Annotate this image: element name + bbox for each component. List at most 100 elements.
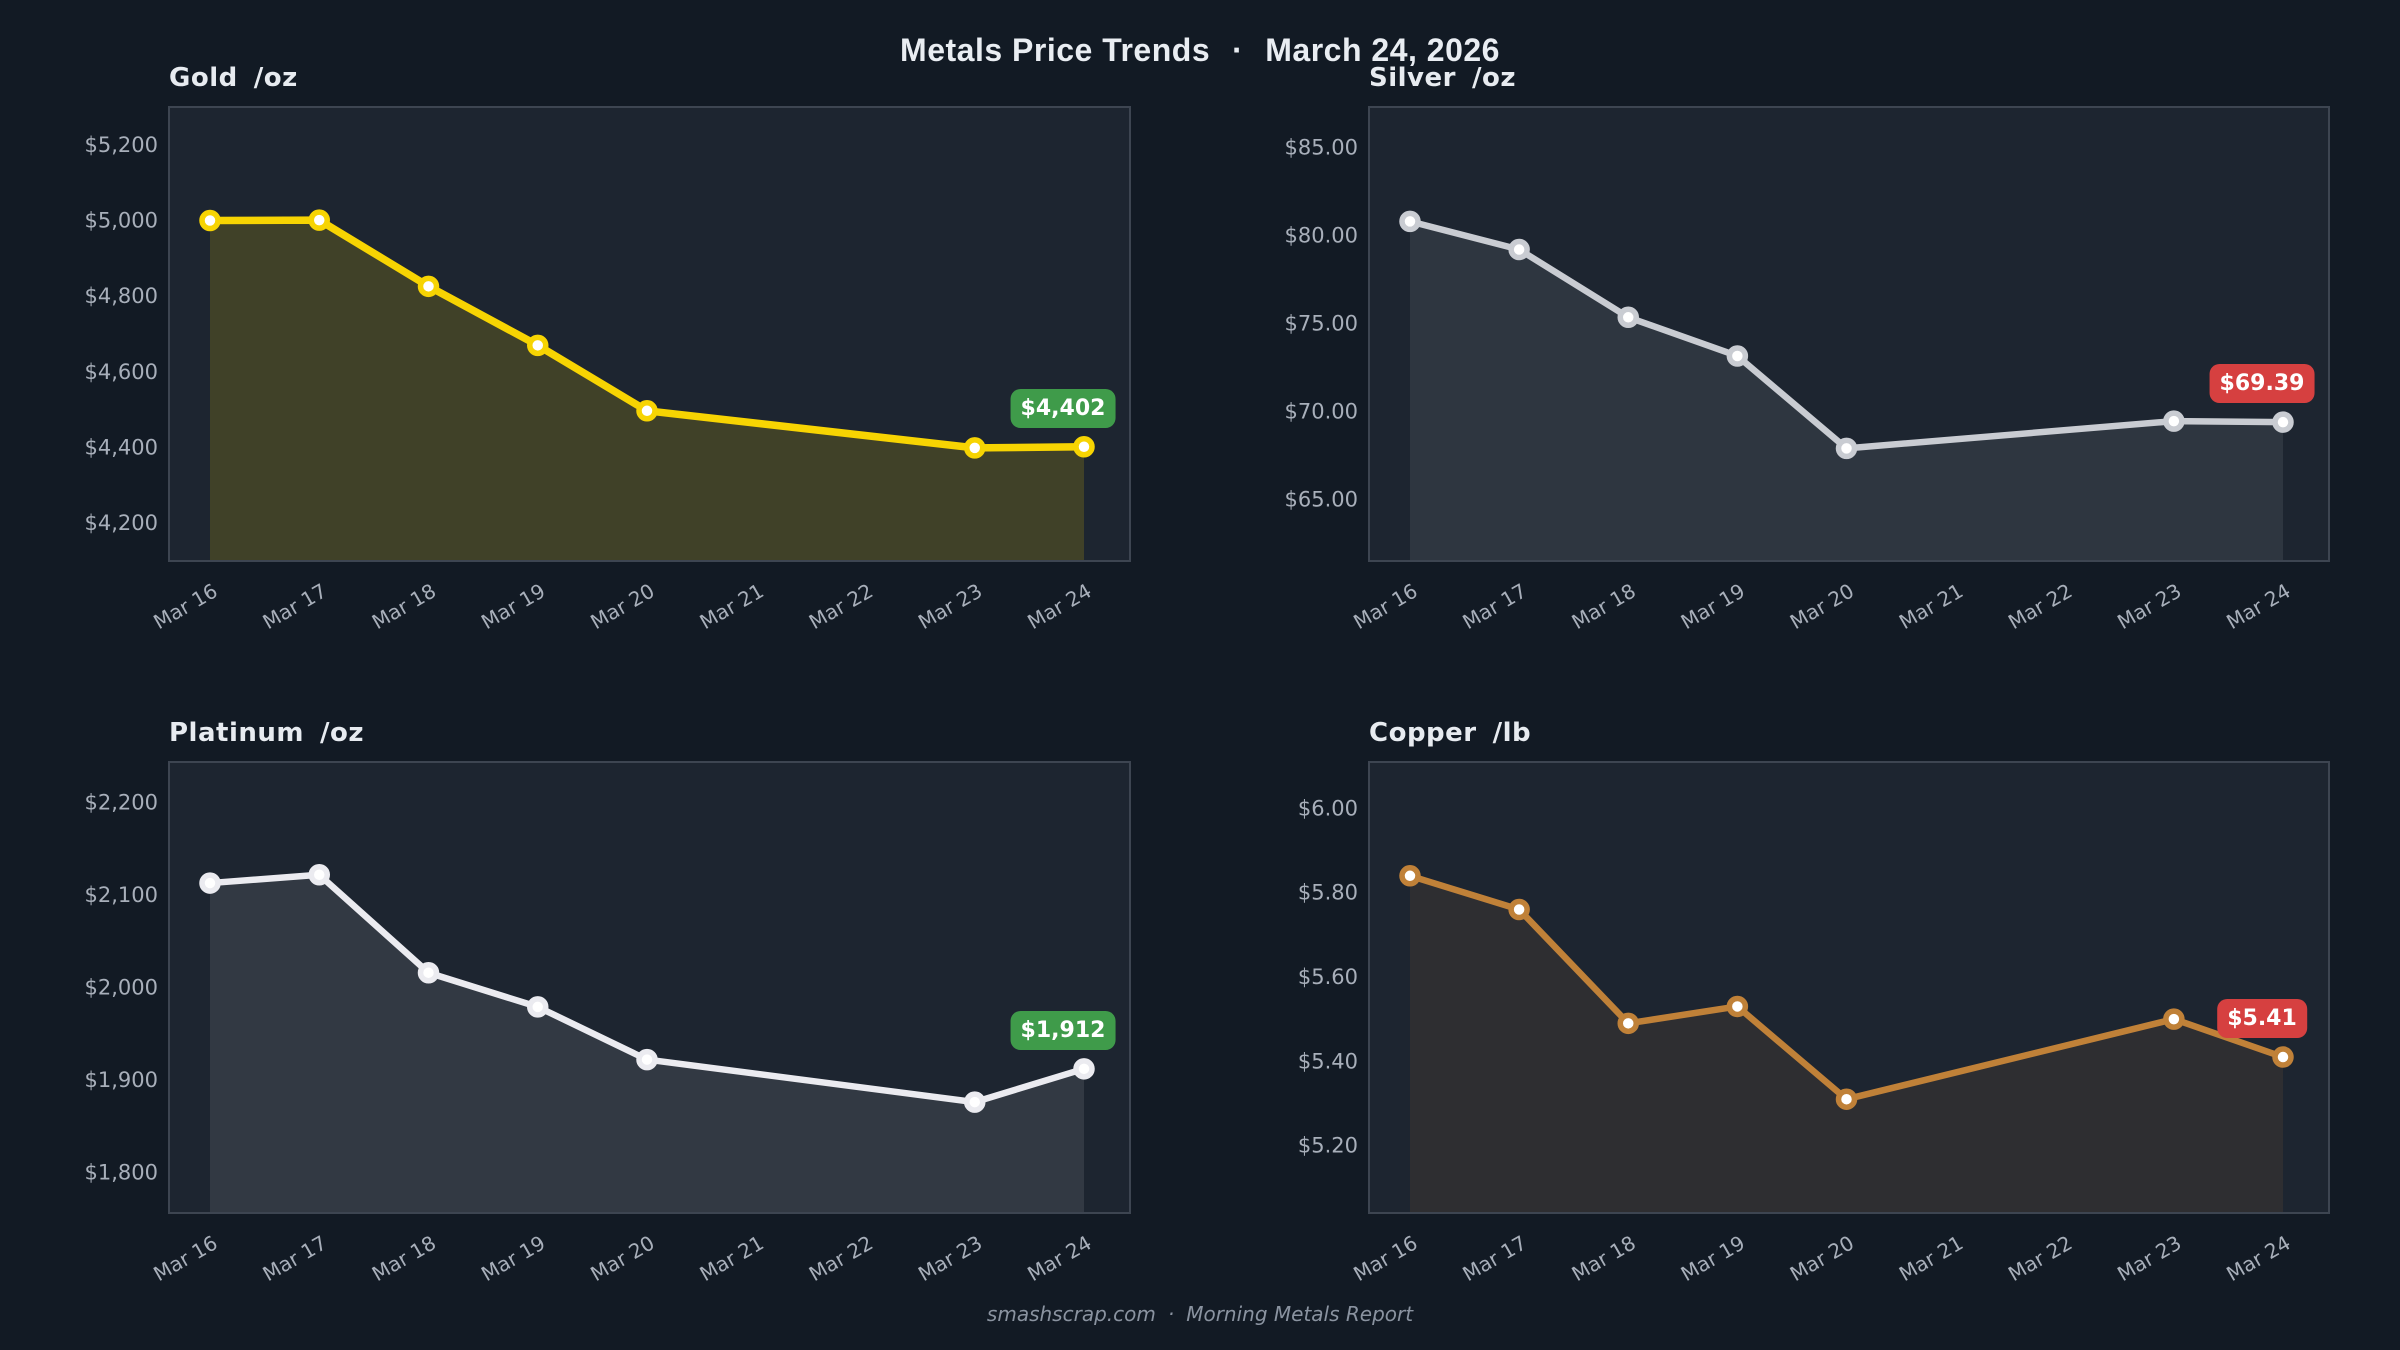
gold-data-point	[527, 334, 549, 357]
silver-x-tick-label: Mar 24	[2222, 579, 2294, 635]
silver-chart-name: Silver	[1369, 63, 1456, 93]
platinum-data-point	[417, 961, 440, 984]
copper-data-point	[2163, 1008, 2185, 1030]
gold-x-tick-label: Mar 24	[1023, 579, 1095, 635]
silver-data-point	[1726, 345, 1749, 367]
gold-x-tick-label: Mar 22	[805, 579, 877, 635]
copper-chart-name: Copper	[1369, 718, 1477, 748]
gold-chart-unit: /oz	[253, 63, 298, 93]
copper-data-point	[1726, 995, 1749, 1018]
copper-area-fill	[1410, 875, 2283, 1212]
silver-chart-title: Silver /oz	[1369, 63, 1516, 93]
silver-data-point	[1508, 238, 1530, 261]
copper-x-tick-label: Mar 23	[2113, 1231, 2185, 1287]
copper-y-tick-label: $5.80	[1298, 881, 1358, 905]
page-footer: smashscrap.com · Morning Metals Report	[0, 1302, 2400, 1326]
copper-x-tick-label: Mar 19	[1677, 1231, 1749, 1287]
platinum-data-point	[527, 996, 549, 1018]
platinum-plot-area	[168, 761, 1131, 1214]
copper-x-tick-label: Mar 17	[1458, 1231, 1530, 1287]
copper-x-tick-label: Mar 22	[2004, 1231, 2076, 1287]
silver-x-tick-label: Mar 20	[1786, 579, 1858, 635]
gold-x-tick-label: Mar 23	[914, 579, 986, 635]
platinum-latest-price-badge: $1,912	[1010, 1010, 1116, 1050]
copper-data-point	[2272, 1046, 2294, 1068]
copper-x-tick-label: Mar 16	[1349, 1231, 1421, 1287]
platinum-chart-unit: /oz	[319, 718, 364, 748]
copper-x-tick-label: Mar 18	[1568, 1231, 1640, 1287]
gold-y-tick-label: $5,000	[85, 209, 158, 233]
silver-x-tick-label: Mar 16	[1349, 579, 1421, 635]
gold-data-point	[199, 209, 221, 232]
platinum-y-tick-label: $2,000	[85, 976, 158, 1000]
platinum-x-tick-label: Mar 16	[149, 1231, 221, 1287]
gold-chart-title: Gold /oz	[169, 63, 298, 93]
silver-data-point	[2272, 411, 2294, 433]
platinum-chart-title: Platinum /oz	[169, 718, 364, 748]
copper-data-point	[1835, 1088, 1858, 1110]
silver-data-point	[1835, 437, 1858, 460]
platinum-y-tick-label: $2,200	[85, 791, 158, 815]
copper-x-tick-label: Mar 21	[1895, 1231, 1967, 1287]
silver-y-tick-label: $80.00	[1285, 223, 1358, 247]
footer-separator-dot: ·	[1167, 1302, 1175, 1326]
platinum-latest-price: $1,912	[1020, 1017, 1106, 1043]
platinum-x-tick-label: Mar 22	[805, 1231, 877, 1287]
silver-chart-unit: /oz	[1471, 63, 1516, 93]
page-title-date: March 24, 2026	[1265, 32, 1500, 68]
platinum-y-tick-label: $1,800	[85, 1160, 158, 1184]
silver-y-tick-label: $75.00	[1285, 311, 1358, 335]
copper-y-tick-label: $5.40	[1298, 1049, 1358, 1073]
copper-plot-area	[1368, 761, 2330, 1214]
title-separator-dot: ·	[1232, 32, 1244, 68]
silver-latest-price-badge: $69.39	[2209, 364, 2315, 404]
platinum-area-fill	[210, 874, 1084, 1212]
gold-y-tick-label: $4,400	[85, 436, 158, 460]
platinum-y-tick-label: $2,100	[85, 883, 158, 907]
gold-chart-name: Gold	[169, 63, 238, 93]
gold-x-tick-label: Mar 20	[586, 579, 658, 635]
gold-x-tick-label: Mar 16	[149, 579, 221, 635]
copper-y-tick-label: $5.60	[1298, 965, 1358, 989]
copper-data-point	[1399, 865, 1421, 887]
platinum-y-tick-label: $1,900	[85, 1068, 158, 1092]
platinum-data-point	[636, 1048, 658, 1071]
copper-x-tick-label: Mar 24	[2222, 1231, 2294, 1287]
platinum-x-tick-label: Mar 21	[696, 1231, 768, 1287]
footer-report-label: Morning Metals Report	[1186, 1302, 1414, 1326]
silver-x-tick-label: Mar 19	[1677, 579, 1749, 635]
copper-chart-unit: /lb	[1492, 718, 1532, 748]
silver-data-point	[2163, 410, 2185, 432]
silver-data-point	[1617, 306, 1639, 329]
silver-plot-area	[1368, 106, 2330, 562]
copper-y-tick-label: $6.00	[1298, 796, 1358, 820]
silver-x-tick-label: Mar 23	[2113, 579, 2185, 635]
gold-latest-price-badge: $4,402	[1010, 388, 1116, 428]
copper-data-point	[1508, 898, 1530, 921]
platinum-x-tick-label: Mar 18	[368, 1231, 440, 1287]
footer-site: smashscrap.com	[986, 1302, 1156, 1326]
gold-x-tick-label: Mar 18	[368, 579, 440, 635]
platinum-data-point	[199, 872, 221, 894]
gold-x-tick-label: Mar 21	[696, 579, 768, 635]
gold-y-tick-label: $5,200	[85, 133, 158, 157]
gold-data-point	[636, 400, 658, 422]
copper-data-point	[1617, 1012, 1639, 1035]
platinum-x-tick-label: Mar 24	[1023, 1231, 1095, 1287]
platinum-x-tick-label: Mar 17	[259, 1231, 331, 1287]
platinum-x-tick-label: Mar 23	[914, 1231, 986, 1287]
copper-latest-price: $5.41	[2227, 1006, 2297, 1032]
silver-y-tick-label: $65.00	[1285, 487, 1358, 511]
silver-x-tick-label: Mar 22	[2004, 579, 2076, 635]
platinum-data-point	[1073, 1058, 1095, 1080]
platinum-data-point	[308, 864, 330, 886]
silver-latest-price: $69.39	[2219, 371, 2305, 397]
page-title: Metals Price Trends · March 24, 2026	[0, 32, 2400, 69]
gold-data-point	[1073, 435, 1095, 458]
silver-x-tick-label: Mar 17	[1458, 579, 1530, 635]
silver-area-fill	[1410, 221, 2283, 560]
gold-data-point	[964, 437, 986, 459]
gold-data-point	[417, 275, 440, 298]
